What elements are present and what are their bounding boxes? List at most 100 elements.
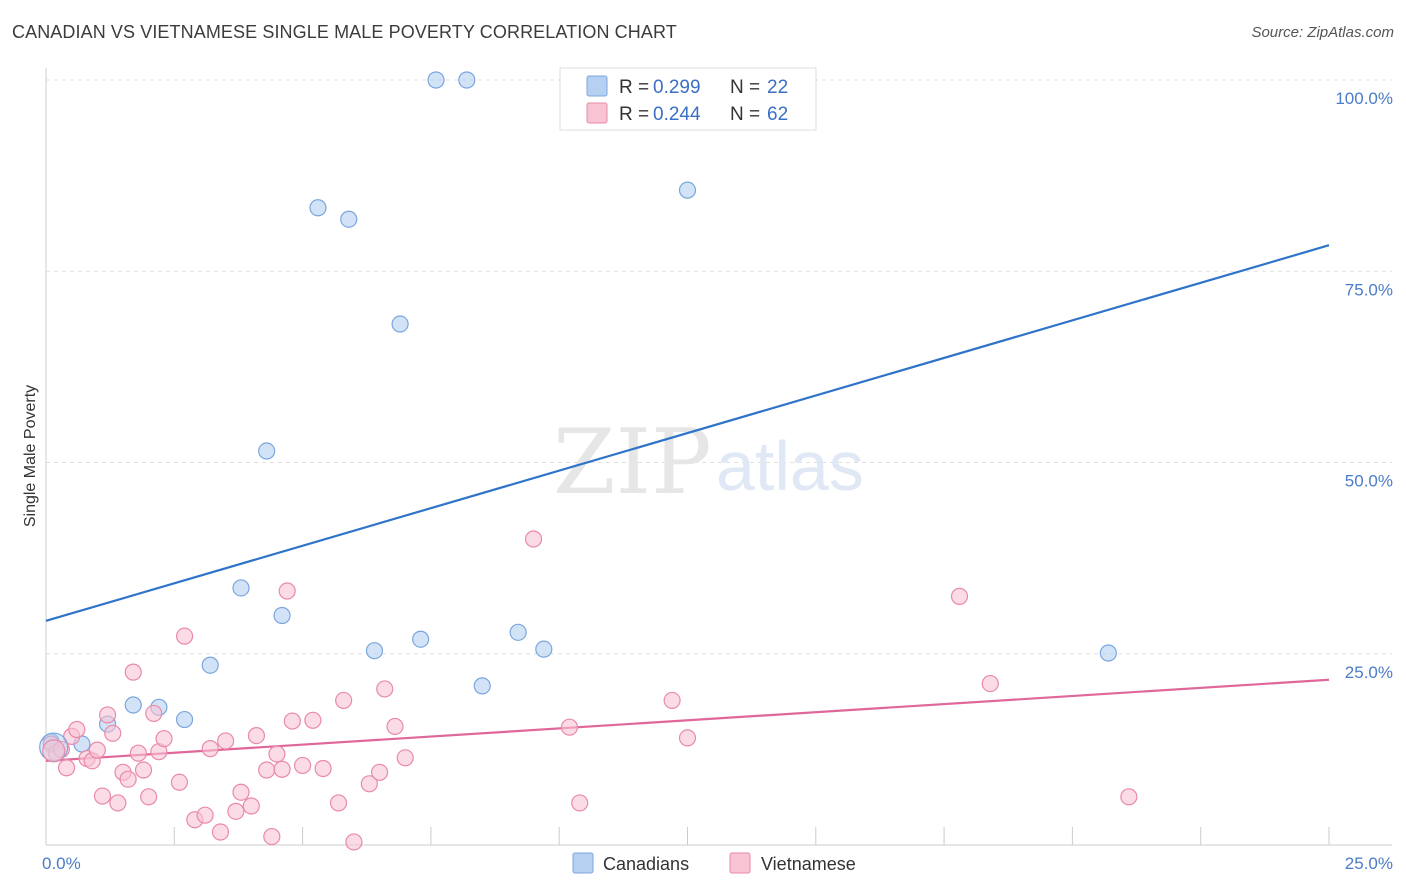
point-vietnamese-35	[268, 745, 286, 763]
chart-title: CANADIAN VS VIETNAMESE SINGLE MALE POVER…	[12, 22, 677, 42]
grid-layer	[46, 79, 1392, 655]
point-vietnamese-39	[294, 756, 312, 775]
point-vietnamese-32	[247, 727, 266, 745]
point-canadians-18	[509, 623, 527, 641]
y-axis-label: Single Male Poverty	[22, 385, 39, 527]
point-vietnamese-28	[217, 732, 235, 750]
point-vietnamese-10	[98, 706, 117, 724]
point-vietnamese-30	[232, 783, 250, 801]
point-canadians-13	[391, 315, 409, 333]
point-canadians-15	[427, 71, 445, 89]
point-vietnamese-41	[314, 759, 332, 778]
y-tick-label-1: 75.0%	[1345, 280, 1393, 299]
point-vietnamese-3	[57, 759, 76, 777]
point-vietnamese-51	[560, 718, 579, 736]
points-layer	[39, 71, 1138, 851]
point-vietnamese-50	[524, 530, 543, 548]
bottom-legend: Canadians Vietnamese	[572, 852, 856, 874]
legend-r-value-canadians: 0.299	[653, 77, 701, 98]
point-vietnamese-22	[170, 773, 189, 791]
point-canadians-14	[412, 630, 430, 648]
point-vietnamese-26	[201, 740, 219, 758]
x-tick-label-1: 25.0%	[1345, 854, 1393, 873]
y-tick-label-2: 50.0%	[1345, 472, 1393, 491]
bottom-legend-swatch-vietnamese	[729, 852, 751, 874]
legend-n-label-vietnamese: N =	[730, 104, 760, 125]
trend-layer	[45, 244, 1330, 762]
point-canadians-19	[535, 640, 553, 658]
point-vietnamese-23	[175, 627, 194, 645]
point-vietnamese-12	[109, 794, 127, 812]
point-vietnamese-34	[263, 827, 281, 846]
watermark-atlas: atlas	[716, 427, 864, 505]
point-vietnamese-45	[360, 775, 378, 793]
point-vietnamese-49	[396, 749, 414, 767]
point-vietnamese-27	[211, 823, 230, 841]
legend-n-value-canadians: 22	[767, 77, 788, 98]
point-vietnamese-29	[227, 802, 245, 820]
point-vietnamese-17	[134, 761, 153, 779]
point-vietnamese-11	[104, 724, 122, 742]
point-vietnamese-54	[678, 729, 697, 747]
y-tick-label-0: 100.0%	[1335, 89, 1393, 108]
bottom-legend-swatch-canadians	[572, 852, 594, 874]
point-vietnamese-57	[1120, 788, 1138, 806]
watermark-zip: ZIP	[553, 410, 712, 515]
point-vietnamese-8	[88, 741, 106, 759]
point-vietnamese-40	[304, 711, 322, 729]
tick-labels: 100.0% 75.0% 50.0% 25.0% 0.0% 25.0%	[42, 89, 1393, 873]
point-vietnamese-21	[155, 730, 173, 748]
point-vietnamese-55	[950, 587, 969, 605]
point-vietnamese-15	[124, 663, 142, 681]
point-canadians-20	[678, 181, 697, 199]
chart-source: Source: ZipAtlas.com	[1251, 24, 1394, 41]
legend-r-label-canadians: R =	[619, 77, 649, 98]
point-canadians-9	[273, 606, 291, 625]
trend-line-vietnamese	[45, 678, 1330, 762]
point-vietnamese-47	[376, 680, 394, 698]
point-canadians-5	[175, 710, 194, 729]
point-canadians-8	[258, 442, 276, 460]
legend-swatch-vietnamese	[586, 102, 608, 124]
point-vietnamese-53	[663, 691, 681, 710]
legend-r-value-vietnamese: 0.244	[653, 104, 701, 125]
point-vietnamese-5	[68, 720, 86, 739]
legend-r-label-vietnamese: R =	[619, 104, 649, 125]
point-vietnamese-9	[93, 787, 112, 805]
point-vietnamese-42	[329, 794, 348, 812]
point-canadians-17	[473, 677, 491, 695]
point-vietnamese-38	[283, 712, 301, 730]
point-canadians-3	[124, 696, 142, 714]
point-canadians-10	[309, 199, 327, 217]
point-canadians-6	[201, 656, 219, 674]
point-vietnamese-19	[145, 704, 163, 723]
point-vietnamese-37	[278, 582, 296, 600]
point-cluster-vietnamese	[42, 739, 66, 763]
point-vietnamese-36	[273, 760, 291, 778]
legend-swatch-canadians	[586, 75, 608, 97]
point-vietnamese-16	[129, 744, 147, 762]
bottom-legend-label-vietnamese: Vietnamese	[761, 854, 856, 874]
point-canadians-12	[365, 642, 384, 660]
point-vietnamese-25	[196, 806, 214, 824]
point-vietnamese-33	[258, 761, 276, 779]
legend-n-value-vietnamese: 62	[767, 104, 788, 125]
point-vietnamese-14	[119, 770, 137, 788]
legend: R = 0.299 N = 22 R = 0.244 N = 62	[559, 67, 817, 131]
point-canadians-21	[1099, 644, 1117, 662]
point-vietnamese-44	[345, 833, 363, 851]
point-vietnamese-56	[981, 674, 999, 693]
point-vietnamese-31	[242, 797, 260, 815]
point-canadians-7	[232, 579, 250, 597]
trend-line-canadians	[45, 244, 1330, 622]
x-tick-label-0: 0.0%	[42, 854, 81, 873]
point-canadians-11	[340, 210, 358, 228]
point-canadians-16	[458, 71, 476, 89]
legend-n-label-canadians: N =	[730, 77, 760, 98]
point-vietnamese-48	[386, 717, 404, 736]
point-vietnamese-46	[370, 763, 389, 781]
point-vietnamese-43	[335, 691, 353, 710]
point-vietnamese-18	[140, 788, 158, 806]
y-tick-label-3: 25.0%	[1345, 663, 1393, 682]
